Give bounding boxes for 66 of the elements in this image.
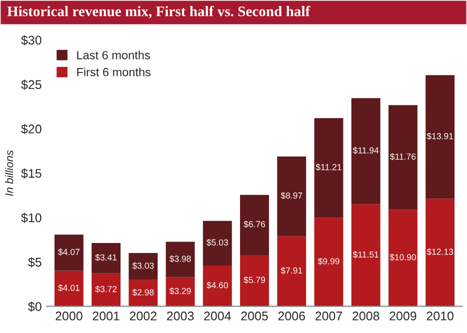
bar	[202, 220, 232, 266]
data-label: $2.98	[132, 288, 154, 296]
bar	[202, 266, 232, 306]
data-label: $5.79	[244, 276, 266, 284]
data-label: $4.07	[58, 248, 80, 256]
data-label: $3.41	[95, 254, 117, 262]
bar	[426, 198, 455, 306]
y-tick-label: $25	[21, 80, 42, 90]
data-label: $11.94	[352, 146, 379, 154]
bar	[92, 273, 121, 306]
x-tick-label: 2002	[130, 312, 156, 320]
x-tick-label: 2005	[241, 312, 268, 320]
bar	[54, 270, 84, 306]
bar	[314, 118, 344, 218]
x-tick-label: 2009	[390, 312, 416, 320]
bar	[240, 254, 269, 306]
data-label: $13.91	[426, 132, 454, 140]
y-tick-label: $5	[28, 257, 42, 268]
data-label: $3.03	[132, 262, 154, 270]
bar	[314, 218, 344, 306]
y-tick-label: $0	[28, 302, 42, 312]
x-tick-label: 2001	[92, 312, 120, 320]
bar	[388, 105, 418, 210]
bar	[128, 280, 158, 306]
bar	[351, 204, 380, 306]
data-label: $7.91	[280, 267, 302, 274]
bar	[277, 156, 306, 236]
data-label: $3.72	[95, 286, 117, 293]
y-tick-label: $15	[21, 168, 42, 179]
y-tick-label: $20	[21, 124, 42, 134]
x-tick-label: 2000	[56, 312, 82, 320]
bar	[426, 75, 455, 199]
legend-label: Last 6 months	[77, 50, 150, 60]
x-tick-label: 2004	[204, 312, 231, 320]
chart-title: Historical revenue mix, First half vs. Second half	[7, 6, 310, 18]
bar	[92, 243, 121, 274]
bar	[351, 98, 380, 204]
bar	[388, 210, 418, 306]
x-tick-label: 2010	[426, 312, 454, 320]
bar	[54, 234, 84, 271]
data-label: $8.97	[280, 192, 302, 200]
bar	[166, 277, 195, 306]
data-label: $3.98	[169, 255, 191, 262]
data-label: $3.29	[169, 288, 191, 295]
x-tick-label: 2007	[315, 312, 342, 320]
x-tick-label: 2008	[352, 312, 380, 320]
data-label: $5.03	[206, 238, 228, 246]
x-tick-label: 2003	[167, 312, 194, 320]
y-axis-title: In billions	[5, 150, 14, 196]
bar	[277, 236, 306, 306]
bar	[166, 242, 195, 278]
legend-label: First 6 months	[77, 68, 151, 76]
data-label: $11.76	[390, 153, 416, 160]
data-label: $9.99	[318, 258, 340, 265]
data-label: $4.01	[58, 284, 80, 292]
y-tick-label: $10	[21, 212, 42, 223]
data-label: $11.51	[352, 251, 378, 258]
data-label: $11.21	[316, 164, 342, 171]
data-label: $12.13	[426, 248, 454, 256]
data-label: $6.76	[244, 220, 266, 228]
bar	[240, 194, 269, 255]
bar	[128, 252, 158, 280]
data-label: $10.90	[390, 254, 416, 261]
y-tick-label: $30	[21, 35, 42, 46]
data-label: $4.60	[206, 282, 228, 289]
x-tick-label: 2006	[278, 312, 305, 320]
